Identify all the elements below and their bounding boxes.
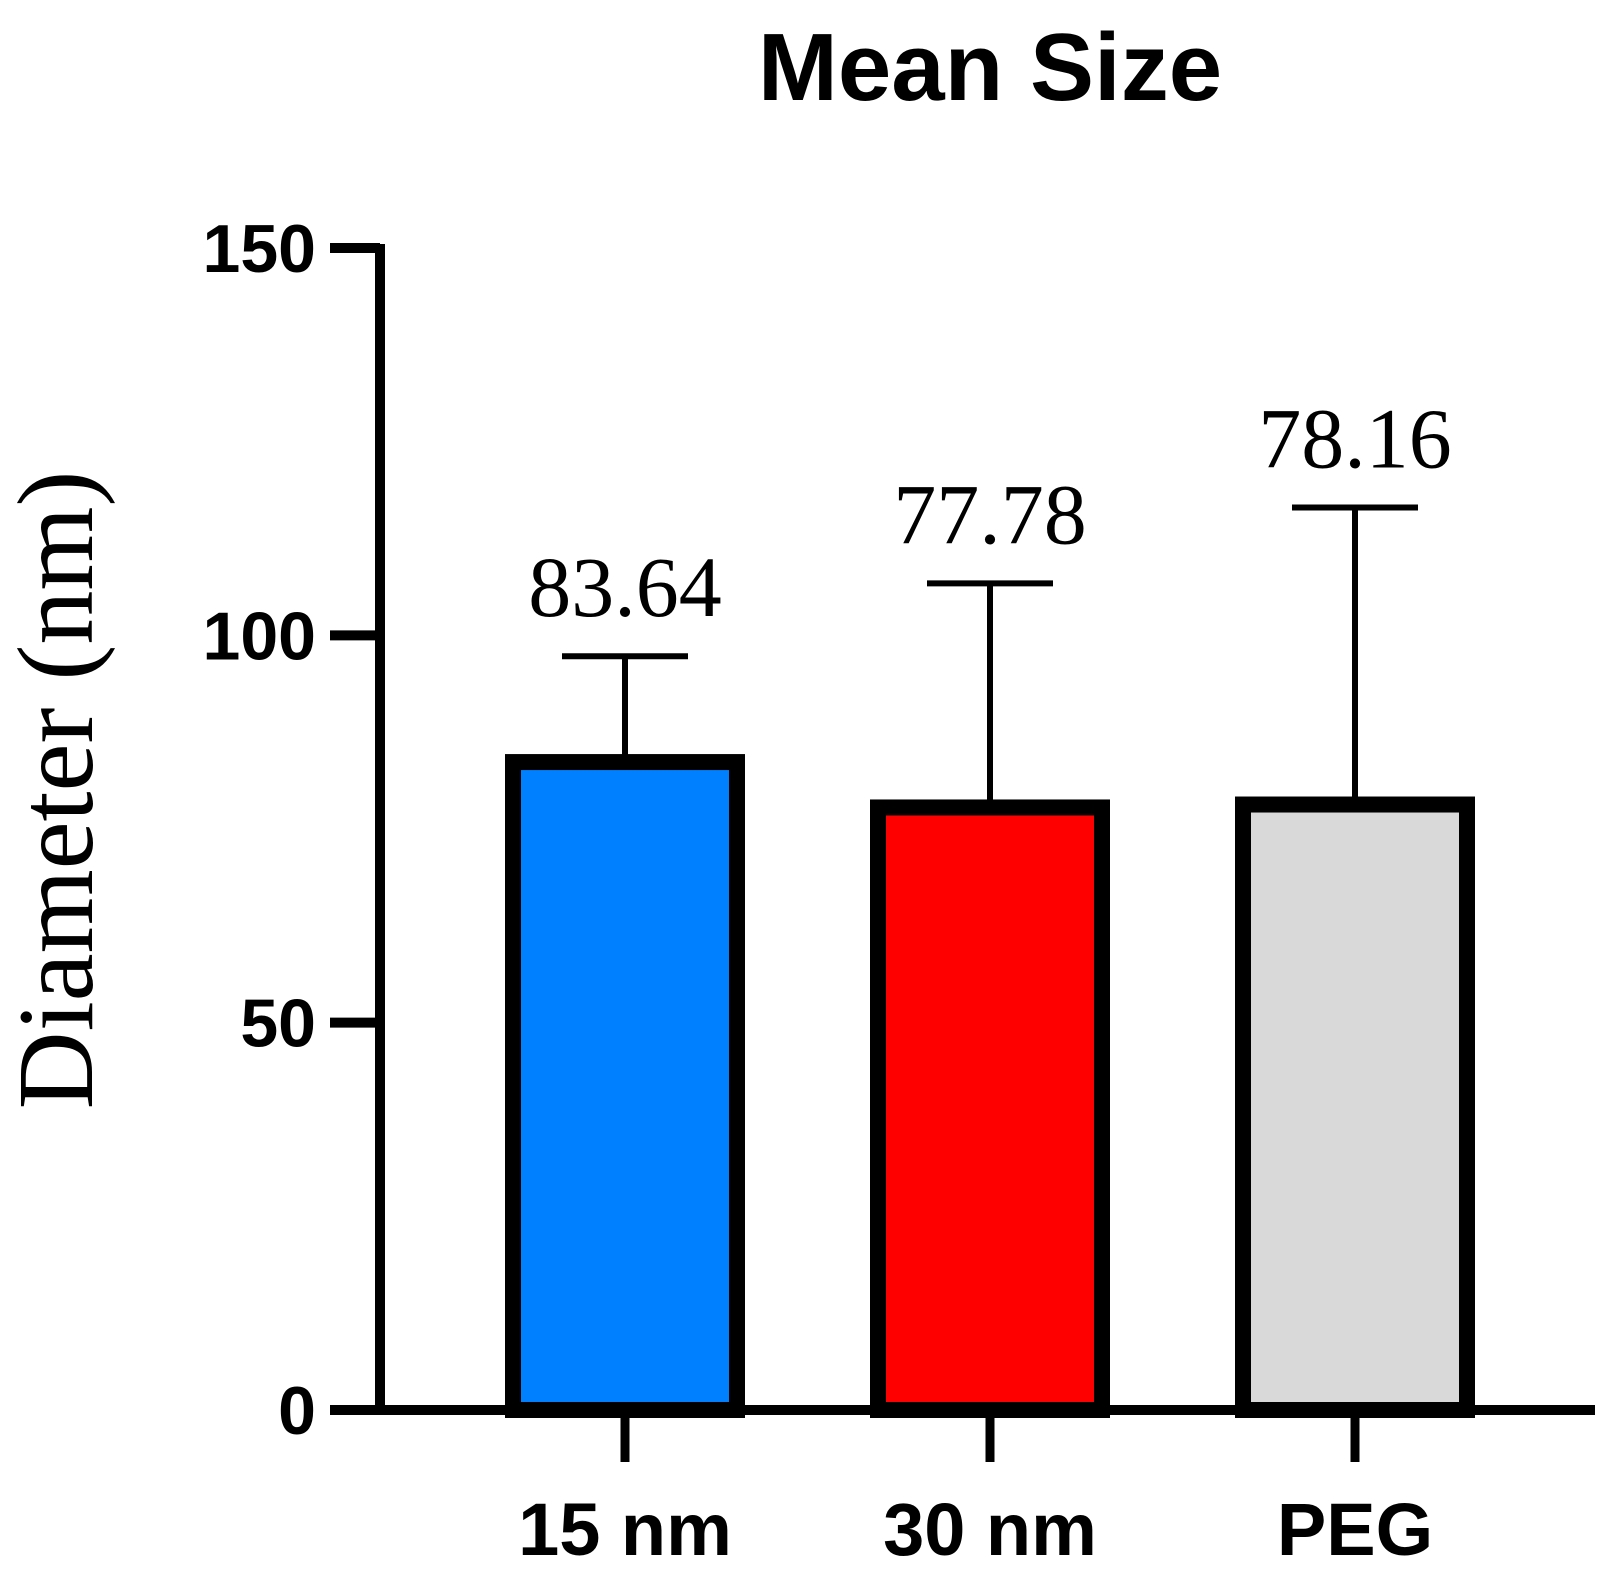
y-tick-label: 0	[278, 1373, 316, 1449]
y-tick-label: 100	[203, 598, 316, 674]
y-axis-label: Diameter (nm)	[0, 471, 116, 1110]
bar	[1235, 796, 1475, 1418]
data-label: 77.78	[893, 466, 1087, 562]
y-tick-label: 150	[203, 211, 316, 287]
data-label: 83.64	[528, 539, 722, 635]
axes: 15 nm 30 nm PEG 0 50 100 150	[203, 211, 1595, 1571]
bar	[505, 754, 745, 1418]
x-tick-label: 30 nm	[883, 1488, 1097, 1571]
x-tick-label: 15 nm	[518, 1488, 732, 1571]
data-label: 78.16	[1258, 391, 1452, 487]
x-tick-label: PEG	[1277, 1488, 1433, 1571]
y-tick-label: 50	[240, 986, 316, 1062]
bars: 83.64 77.78 78.16	[505, 391, 1475, 1418]
chart-title: Mean Size	[758, 14, 1222, 121]
bar	[870, 799, 1110, 1418]
